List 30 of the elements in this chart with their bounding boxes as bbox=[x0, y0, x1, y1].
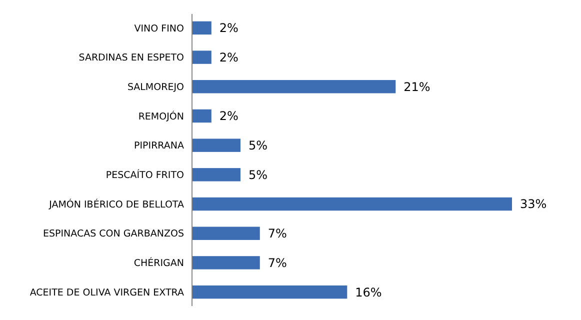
data-label: 7% bbox=[268, 226, 287, 241]
data-label: 2% bbox=[219, 109, 238, 124]
y-tick-label: JAMÓN IBÉRICO DE BELLOTA bbox=[48, 198, 184, 210]
bar bbox=[192, 256, 260, 270]
bar bbox=[192, 197, 512, 211]
bar bbox=[192, 138, 240, 152]
y-tick-label: SALMOREJO bbox=[127, 82, 184, 93]
data-label: 2% bbox=[219, 50, 238, 64]
data-label: 2% bbox=[219, 21, 238, 36]
data-label: 16% bbox=[355, 285, 382, 300]
y-tick-label: SARDINAS EN ESPETO bbox=[78, 52, 184, 64]
bar bbox=[192, 226, 260, 240]
y-tick-label: CHÉRIGAN bbox=[134, 257, 184, 270]
data-label: 5% bbox=[248, 168, 268, 182]
y-tick-label: PIPIRRANA bbox=[134, 140, 184, 152]
y-tick-label: REMOJÓN bbox=[138, 110, 184, 122]
bar bbox=[192, 50, 212, 64]
bar bbox=[192, 285, 348, 299]
data-label: 33% bbox=[520, 197, 547, 212]
y-tick-label: PESCAÍTO FRITO bbox=[106, 169, 184, 181]
bar bbox=[192, 80, 396, 94]
data-label: 7% bbox=[268, 256, 287, 270]
data-label: 21% bbox=[404, 80, 430, 94]
y-tick-label: ACEITE DE OLIVA VIRGEN EXTRA bbox=[30, 287, 184, 298]
y-tick-label: VINO FINO bbox=[134, 23, 184, 34]
y-tick-label: ESPINACAS CON GARBANZOS bbox=[42, 228, 184, 240]
data-label: 5% bbox=[248, 138, 268, 153]
bar bbox=[192, 168, 240, 182]
bar bbox=[192, 109, 212, 123]
bar bbox=[192, 21, 212, 35]
